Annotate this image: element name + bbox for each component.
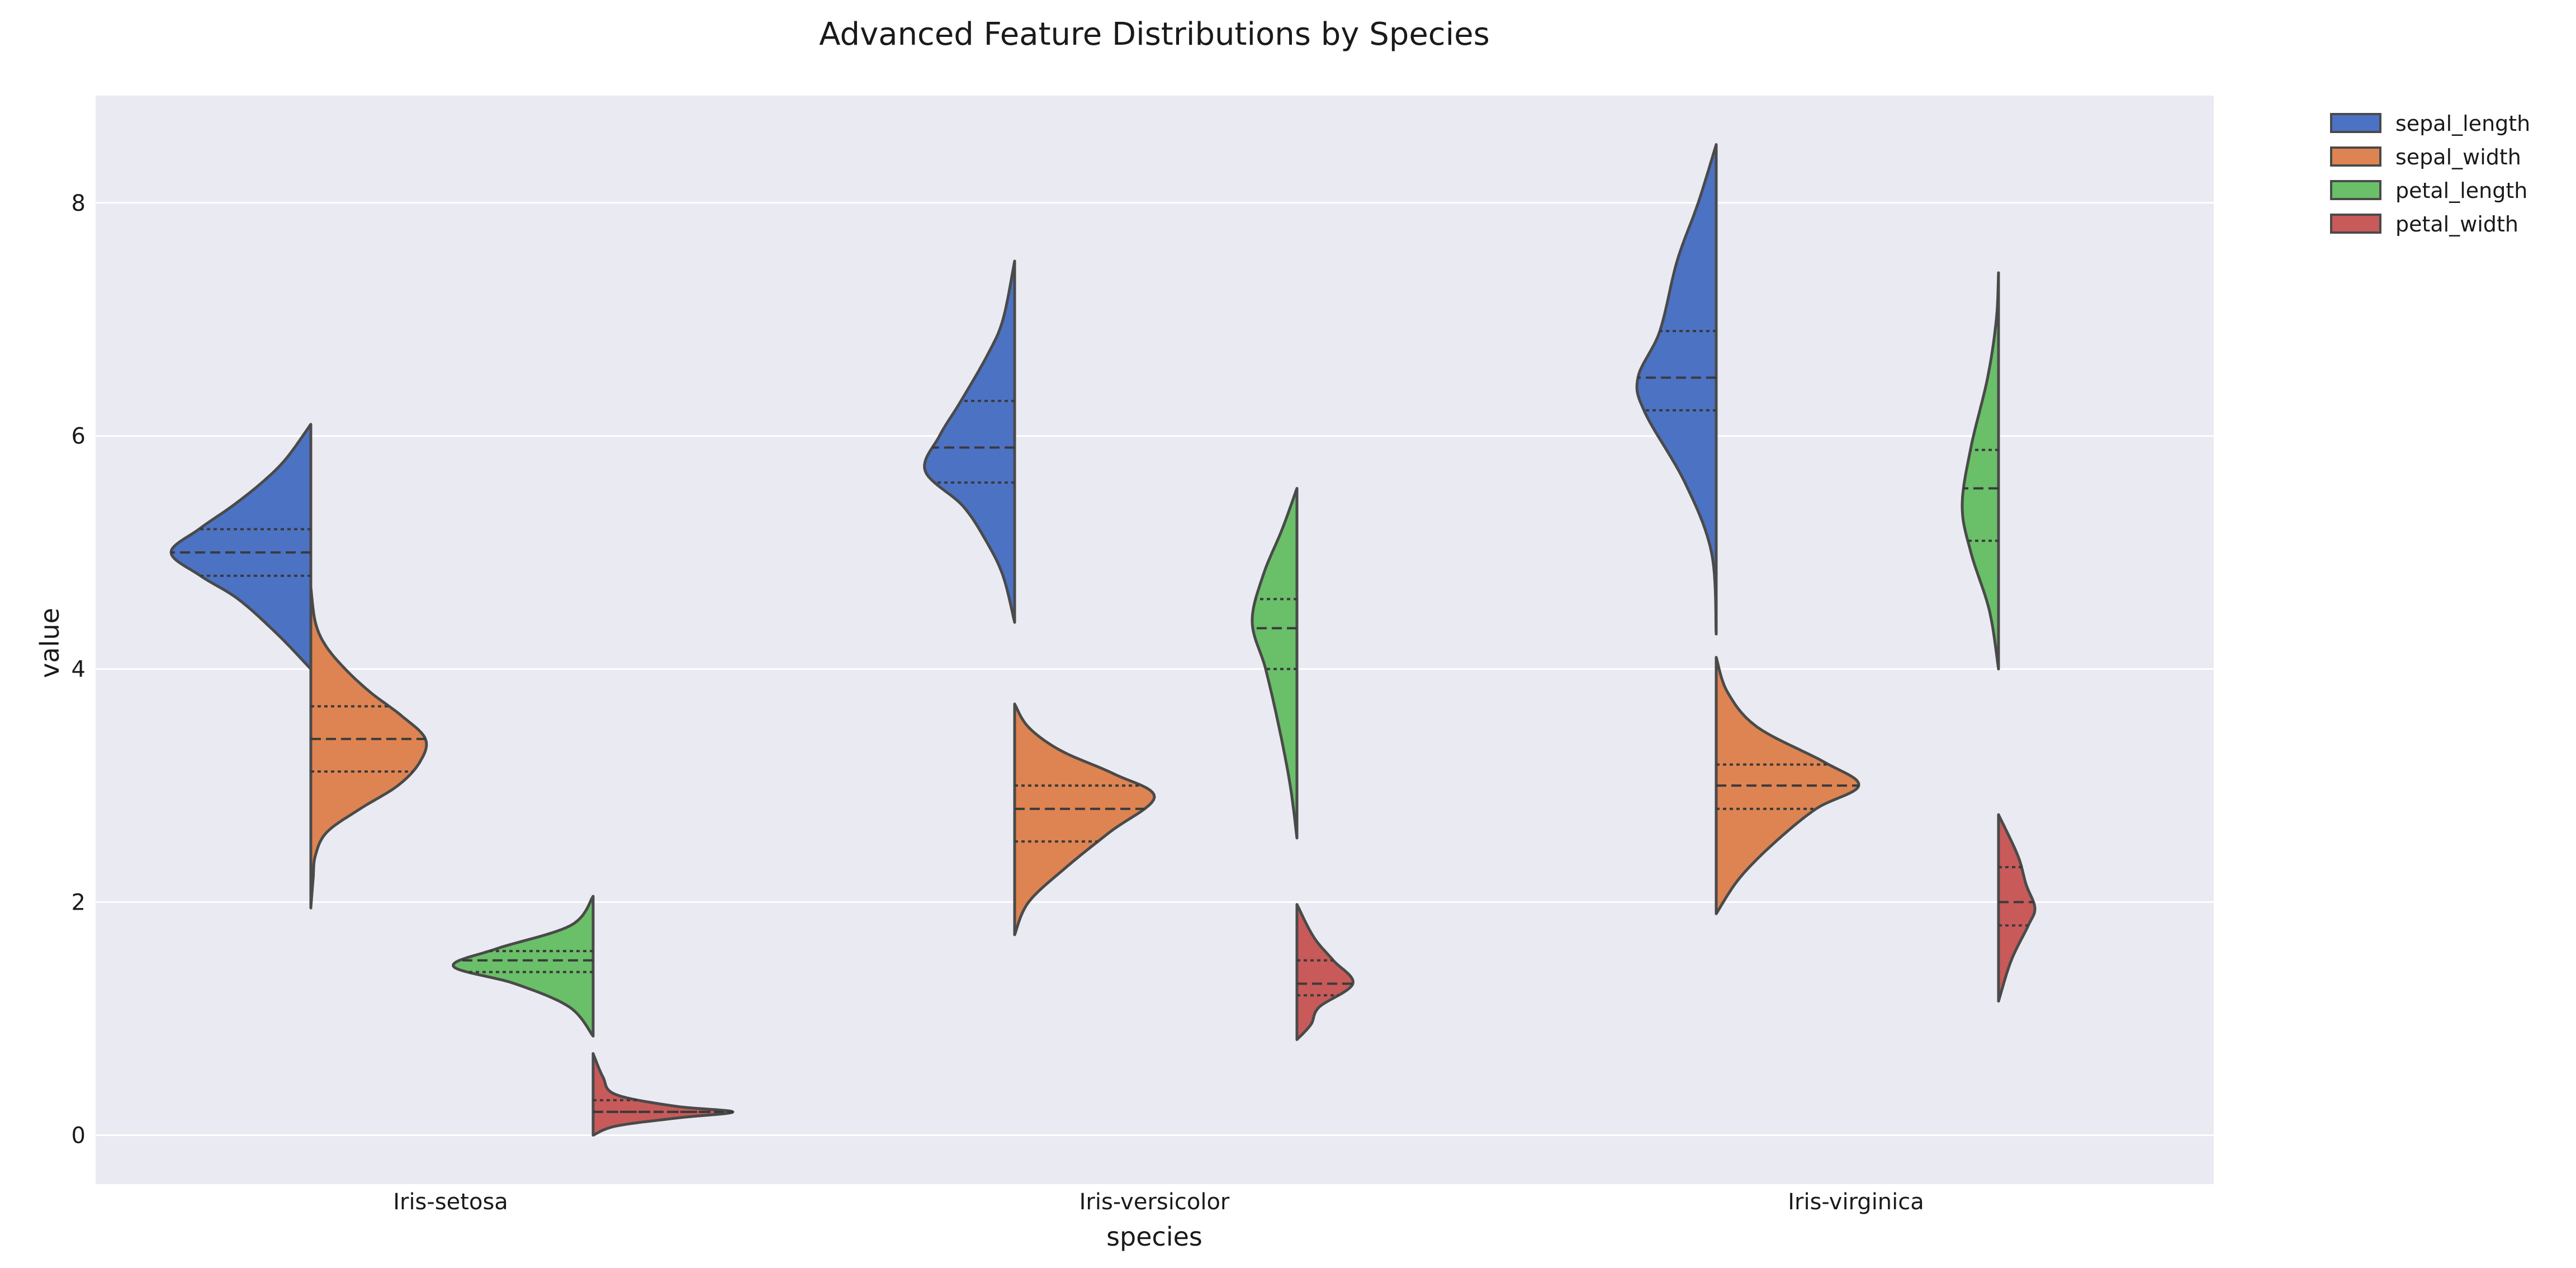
y-tick-label: 6 [72,424,86,450]
plot-area [96,96,2214,1184]
grid-lines [96,202,2214,1136]
violin-iris-versicolor-sepal-length [923,259,1016,624]
legend-label: petal_length [2395,178,2527,203]
x-tick-label: Iris-versicolor [1079,1189,1230,1215]
violin-shape [1635,143,1718,636]
violin-iris-setosa-sepal-width [309,586,428,910]
y-tick-label: 4 [72,657,86,683]
violin-iris-versicolor-sepal-width [1013,702,1156,936]
legend-label: sepal_width [2395,145,2521,169]
legend-swatch [2330,146,2381,167]
y-tick-label: 0 [72,1123,86,1148]
legend-swatch [2330,180,2381,200]
axis-labels: 0 2 4 6 8 Iris-setosa Iris-versicolor Iris-virg… [72,191,1924,1215]
violin-iris-virginica-sepal-width [1715,656,1860,915]
violin-iris-setosa-sepal-length [169,423,312,671]
y-tick-label: 2 [72,890,86,916]
violin-shape [591,1052,735,1137]
violin-shape [169,423,312,671]
violin-iris-versicolor-petal-length [1251,487,1299,840]
violin-shape [452,895,595,1038]
violin-iris-setosa-petal-width [591,1052,735,1137]
violin-shape [1997,813,2037,1003]
legend: sepal_length sepal_width petal_lengthpetal… [2330,111,2530,236]
violin-shape [1961,271,2000,671]
violin-iris-virginica-petal-width [1997,813,2037,1003]
x-tick-label: Iris-setosa [393,1189,508,1215]
legend-label: petal_width [2395,212,2518,236]
x-axis-label: species [1106,1222,1202,1252]
chart-title: Advanced Feature Distributions by Specie… [819,16,1490,53]
legend-label: sepal_length [2395,111,2530,136]
violin-shape [1251,487,1299,840]
violin-iris-virginica-sepal-length [1635,143,1718,636]
violin-shape [1295,903,1355,1042]
violin-layer [169,143,2037,1137]
legend-swatch [2330,214,2381,234]
legend-item-petal-width: petal_width [2330,212,2518,236]
violin-shape [923,259,1016,624]
y-axis-label: value [35,608,65,678]
violin-iris-virginica-petal-length [1961,271,2000,671]
legend-item-petal-length: petal_length [2330,178,2527,203]
legend-swatch [2330,113,2381,133]
violin-iris-setosa-petal-length [452,895,595,1038]
y-tick-label: 8 [72,191,86,216]
violin-shape [1013,702,1156,936]
legend-item-sepal-length: sepal_length [2330,111,2530,136]
x-tick-label: Iris-virginica [1788,1189,1924,1215]
violin-iris-versicolor-petal-width [1295,903,1355,1042]
violin-shape [309,586,428,910]
legend-item-sepal-width: sepal_width [2330,145,2521,169]
